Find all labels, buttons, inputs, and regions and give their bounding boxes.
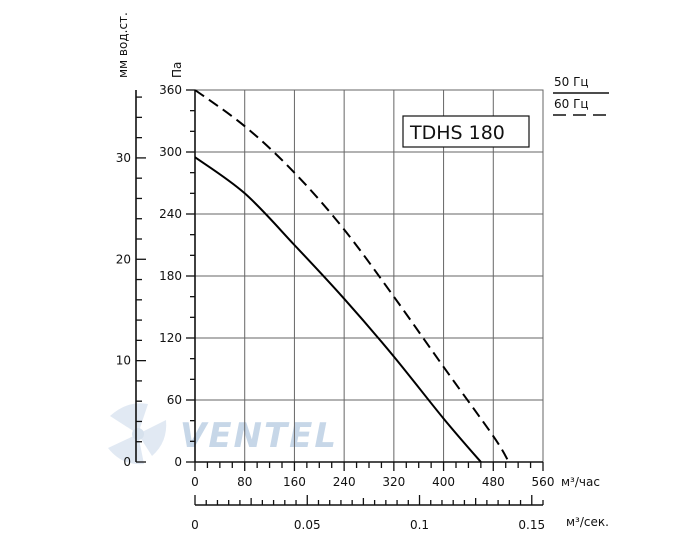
x-tick-label: 480 [482, 475, 505, 489]
x2-tick-label: 0.15 [518, 518, 545, 532]
y2-tick-label: 10 [116, 354, 131, 368]
x-tick-label: 320 [382, 475, 405, 489]
x-axis-title-m3h: м³/час [561, 475, 600, 489]
legend: 50 Гц 60 Гц [553, 75, 609, 116]
x-tick-label: 560 [532, 475, 555, 489]
x2-tick-label: 0.1 [410, 518, 429, 532]
y2-tick-label: 0 [123, 455, 131, 469]
y2-tick-label: 30 [116, 151, 131, 165]
y2-axis-title-mm: мм вод.ст. [116, 12, 130, 78]
chart-title: TDHS 180 [409, 122, 505, 144]
x2-tick-label: 0.05 [294, 518, 321, 532]
fan-logo-icon [108, 403, 167, 465]
y-tick-label: 0 [174, 455, 182, 469]
watermark-text: VENTEL [180, 416, 338, 456]
x2-tick-label: 0 [191, 518, 199, 532]
x-tick-label: 400 [432, 475, 455, 489]
legend-label-50hz: 50 Гц [554, 75, 589, 89]
y-tick-label: 120 [159, 331, 182, 345]
legend-label-60hz: 60 Гц [554, 97, 589, 111]
x-tick-label: 160 [283, 475, 306, 489]
y-tick-label: 180 [159, 269, 182, 283]
y-tick-label: 60 [167, 393, 182, 407]
x-tick-label: 80 [237, 475, 252, 489]
ventel-watermark: VENTEL [108, 403, 338, 465]
y-tick-label: 360 [159, 83, 182, 97]
x-tick-label: 240 [333, 475, 356, 489]
x2-axis-title-m3s: м³/сек. [566, 515, 609, 529]
y-tick-label: 300 [159, 145, 182, 159]
series-lines [194, 89, 510, 463]
series-line-60hz [194, 89, 510, 463]
series-line-50hz [194, 156, 482, 463]
y-tick-label: 240 [159, 207, 182, 221]
y2-tick-label: 20 [116, 252, 131, 266]
chart-title-box: TDHS 180 [402, 115, 530, 148]
axes: 0 80 160 240 320 400 480 5600601201802403003600… [116, 83, 555, 532]
y-axis-title-pa: Па [170, 62, 184, 78]
x-tick-label: 0 [191, 475, 199, 489]
